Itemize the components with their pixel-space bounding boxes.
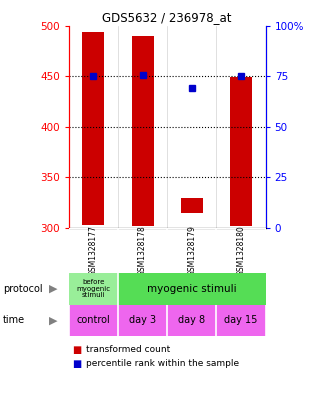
- Bar: [230, 77, 252, 226]
- Bar: [118, 305, 167, 336]
- Text: ■: ■: [72, 345, 81, 355]
- Text: control: control: [76, 315, 110, 325]
- Text: day 15: day 15: [224, 315, 258, 325]
- Bar: [69, 305, 118, 336]
- Text: transformed count: transformed count: [86, 345, 171, 354]
- Bar: [132, 36, 154, 226]
- Text: ▶: ▶: [49, 284, 57, 294]
- Bar: [118, 273, 266, 305]
- Text: time: time: [3, 315, 25, 325]
- Bar: [69, 273, 118, 305]
- Bar: [82, 31, 104, 225]
- Text: protocol: protocol: [3, 284, 43, 294]
- Bar: [167, 305, 216, 336]
- Text: GSM1328179: GSM1328179: [187, 225, 196, 276]
- Text: day 3: day 3: [129, 315, 156, 325]
- Bar: [181, 198, 203, 213]
- Text: myogenic stimuli: myogenic stimuli: [147, 284, 236, 294]
- Text: GSM1328178: GSM1328178: [138, 225, 147, 276]
- Text: GSM1328180: GSM1328180: [236, 225, 245, 276]
- Text: GSM1328177: GSM1328177: [89, 225, 98, 276]
- Text: percentile rank within the sample: percentile rank within the sample: [86, 359, 240, 368]
- Text: ▶: ▶: [49, 315, 57, 325]
- Bar: [216, 305, 266, 336]
- Title: GDS5632 / 236978_at: GDS5632 / 236978_at: [102, 11, 232, 24]
- Text: before
myogenic
stimuli: before myogenic stimuli: [76, 279, 110, 298]
- Text: day 8: day 8: [178, 315, 205, 325]
- Text: ■: ■: [72, 358, 81, 369]
